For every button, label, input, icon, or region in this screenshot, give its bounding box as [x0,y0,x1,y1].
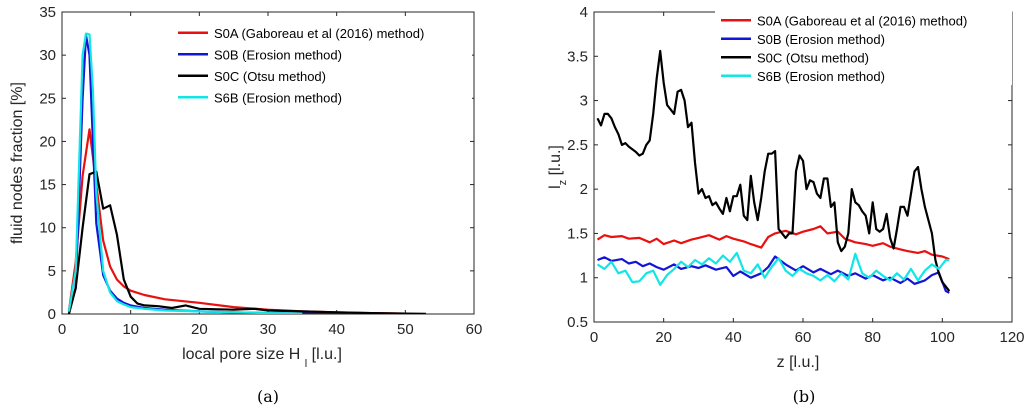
series-lines [596,49,951,294]
series-line-4 [596,251,950,286]
x-tick-label: 60 [466,321,483,338]
y-tick-label: 0.5 [567,314,588,331]
y-axis-label: lz [l.u.] [547,145,569,189]
series-line-2 [597,255,950,294]
y-tick-label: 1 [580,270,588,287]
y-tick-label: 20 [39,133,56,150]
series-line-1 [596,225,950,261]
y-tick-label: 0 [48,306,56,323]
y-tick-label: 4 [580,4,588,21]
series-line-4 [67,32,303,314]
y-tick-label: 3 [580,93,588,110]
panel-b: 0 20 40 60 80 100 120 0.5 1 1.5 2 2.5 3 3.5 4 S0A (Gabo… [547,4,1025,406]
x-tick-label: 40 [328,321,345,338]
x-tick-label: 30 [260,321,277,338]
y-tick-label: 5 [48,263,56,280]
x-tick-label: 80 [864,329,881,346]
legend-label: S0A (Gaboreau et al (2016) method) [214,26,424,41]
y-axis-label: fluid nodes fraction [%] [9,82,26,244]
legend-label: S6B (Erosion method) [757,69,885,84]
x-tick-label: 50 [397,321,414,338]
x-tick-label: 0 [590,329,598,346]
series-line-1 [67,128,406,314]
y-tick-label: 15 [39,177,56,194]
y-tick-label: 1.5 [567,225,588,242]
x-tick-label: 20 [191,321,208,338]
y-tick-label: 2 [580,181,588,198]
legend-label: S0C (Otsu method) [757,50,869,65]
panel-caption: (a) [257,387,279,406]
x-tick-label: 10 [122,321,139,338]
x-tick-label: 40 [725,329,742,346]
legend-box [172,22,472,108]
legend-label: S6B (Erosion method) [214,90,342,105]
series-line-3 [67,170,426,314]
panel-caption: (b) [793,387,816,406]
legend-label: S0B (Erosion method) [214,47,342,62]
legend-label: S0C (Otsu method) [214,69,326,84]
y-tick-label: 30 [39,47,56,64]
x-axis-label: local pore size H l [l.u.] [182,346,342,370]
series-line-3 [596,49,951,292]
legend-label: S0B (Erosion method) [757,32,885,47]
panel-a: 0 10 20 30 40 50 60 0 5 10 15 20 25 30 35 S0A (Gaboreau… [9,4,482,406]
x-tick-label: 20 [655,329,672,346]
y-tick-label: 35 [39,4,56,21]
y-tick-label: 25 [39,90,56,107]
x-tick-label: 100 [930,329,955,346]
y-tick-label: 10 [39,220,56,237]
x-tick-label: 0 [58,321,66,338]
legend-box [715,11,1012,85]
x-tick-label: 60 [795,329,812,346]
y-tick-label: 3.5 [567,48,588,65]
legend-label: S0A (Gaboreau et al (2016) method) [757,13,967,28]
y-tick-label: 2.5 [567,137,588,154]
x-tick-label: 120 [999,329,1024,346]
x-axis-label: z [l.u.] [777,354,820,371]
series-lines [67,32,426,314]
